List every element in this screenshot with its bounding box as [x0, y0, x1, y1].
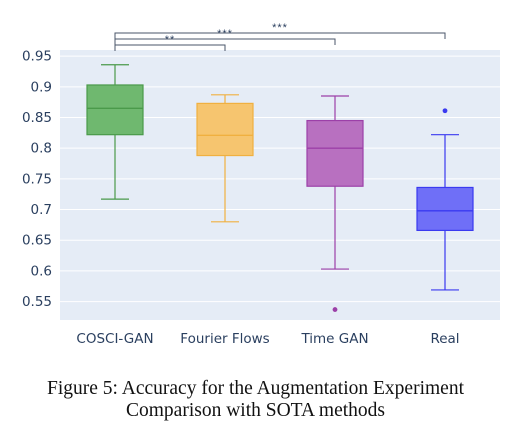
y-tick-label: 0.55 [22, 294, 52, 310]
significance-label: *** [217, 28, 233, 40]
caption-line-1: Figure 5: Accuracy for the Augmentation … [47, 378, 464, 399]
box-iqr [86, 84, 144, 136]
outlier-point [332, 307, 338, 312]
significance-label: *** [272, 22, 288, 34]
y-tick-label: 0.9 [31, 79, 52, 95]
bracket-line [114, 38, 336, 45]
x-tick-labels: COSCI-GAN Fourier Flows Time GAN Real [76, 331, 459, 347]
box-plot-chart: 0.55 0.6 0.65 0.7 0.75 0.8 0.85 0.9 0.95 COSCI-G… [22, 22, 500, 347]
box-series [86, 64, 474, 312]
x-tick-label: Real [430, 331, 459, 347]
x-tick-label: COSCI-GAN [76, 331, 153, 347]
box-3 [306, 95, 364, 312]
box-iqr [306, 119, 364, 187]
bracket-line [114, 32, 446, 39]
outlier-point [442, 108, 448, 114]
x-tick-label: Time GAN [300, 331, 368, 347]
x-tick-label: Fourier Flows [180, 331, 269, 347]
y-tick-label: 0.65 [22, 233, 52, 249]
box-iqr [416, 186, 474, 232]
significance-bracket: *** [114, 28, 336, 45]
significance-bracket: *** [114, 22, 446, 39]
bracket-line [114, 44, 226, 51]
y-tick-label: 0.75 [22, 171, 52, 187]
figure-caption: Figure 5: Accuracy for the Augmentation … [0, 378, 511, 422]
significance-label: ** [165, 34, 176, 46]
significance-brackets: ** *** *** [114, 22, 446, 51]
y-tick-label: 0.8 [31, 141, 52, 157]
y-tick-labels: 0.55 0.6 0.65 0.7 0.75 0.8 0.85 0.9 0.95 [22, 49, 52, 310]
y-tick-label: 0.6 [31, 263, 52, 279]
box-1 [86, 64, 144, 200]
box-iqr [196, 102, 254, 157]
significance-bracket: ** [114, 34, 226, 51]
y-tick-label: 0.95 [22, 49, 52, 65]
box-2 [196, 94, 254, 223]
y-tick-label: 0.7 [31, 202, 52, 218]
box-4 [416, 108, 474, 291]
caption-line-2: Comparison with SOTA methods [126, 400, 385, 421]
y-tick-label: 0.85 [22, 110, 52, 126]
